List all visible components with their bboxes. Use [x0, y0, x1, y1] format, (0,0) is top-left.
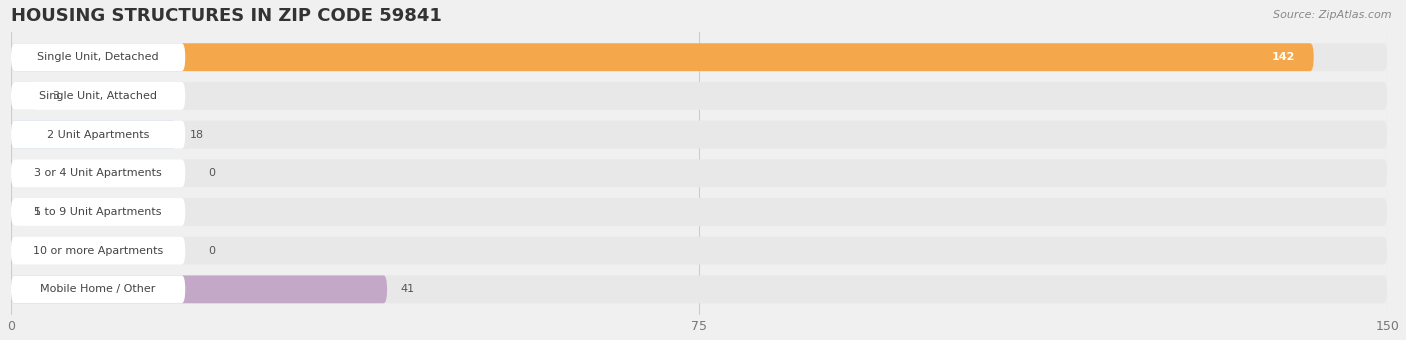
Text: HOUSING STRUCTURES IN ZIP CODE 59841: HOUSING STRUCTURES IN ZIP CODE 59841 [11, 7, 441, 25]
FancyBboxPatch shape [11, 198, 186, 226]
FancyBboxPatch shape [11, 82, 186, 110]
Text: 41: 41 [401, 284, 415, 294]
FancyBboxPatch shape [11, 198, 20, 226]
Text: 0: 0 [208, 168, 215, 178]
Text: Source: ZipAtlas.com: Source: ZipAtlas.com [1274, 10, 1392, 20]
FancyBboxPatch shape [11, 43, 1388, 71]
FancyBboxPatch shape [11, 82, 38, 110]
Text: 10 or more Apartments: 10 or more Apartments [32, 246, 163, 256]
Text: 3 or 4 Unit Apartments: 3 or 4 Unit Apartments [34, 168, 162, 178]
Text: 2 Unit Apartments: 2 Unit Apartments [46, 130, 149, 140]
Text: 1: 1 [34, 207, 41, 217]
FancyBboxPatch shape [11, 275, 186, 303]
FancyBboxPatch shape [11, 82, 1388, 110]
FancyBboxPatch shape [11, 121, 186, 149]
FancyBboxPatch shape [11, 275, 387, 303]
FancyBboxPatch shape [11, 198, 1388, 226]
FancyBboxPatch shape [11, 237, 1388, 265]
Text: 142: 142 [1272, 52, 1295, 62]
Text: 0: 0 [208, 246, 215, 256]
Text: 5 to 9 Unit Apartments: 5 to 9 Unit Apartments [34, 207, 162, 217]
FancyBboxPatch shape [11, 43, 1313, 71]
FancyBboxPatch shape [11, 121, 1388, 149]
FancyBboxPatch shape [11, 275, 1388, 303]
FancyBboxPatch shape [11, 159, 1388, 187]
FancyBboxPatch shape [11, 237, 186, 265]
FancyBboxPatch shape [11, 159, 186, 187]
FancyBboxPatch shape [11, 43, 186, 71]
Text: Single Unit, Attached: Single Unit, Attached [39, 91, 157, 101]
Text: 3: 3 [52, 91, 59, 101]
FancyBboxPatch shape [11, 121, 176, 149]
Text: Single Unit, Detached: Single Unit, Detached [38, 52, 159, 62]
Text: Mobile Home / Other: Mobile Home / Other [41, 284, 156, 294]
Text: 18: 18 [190, 130, 204, 140]
